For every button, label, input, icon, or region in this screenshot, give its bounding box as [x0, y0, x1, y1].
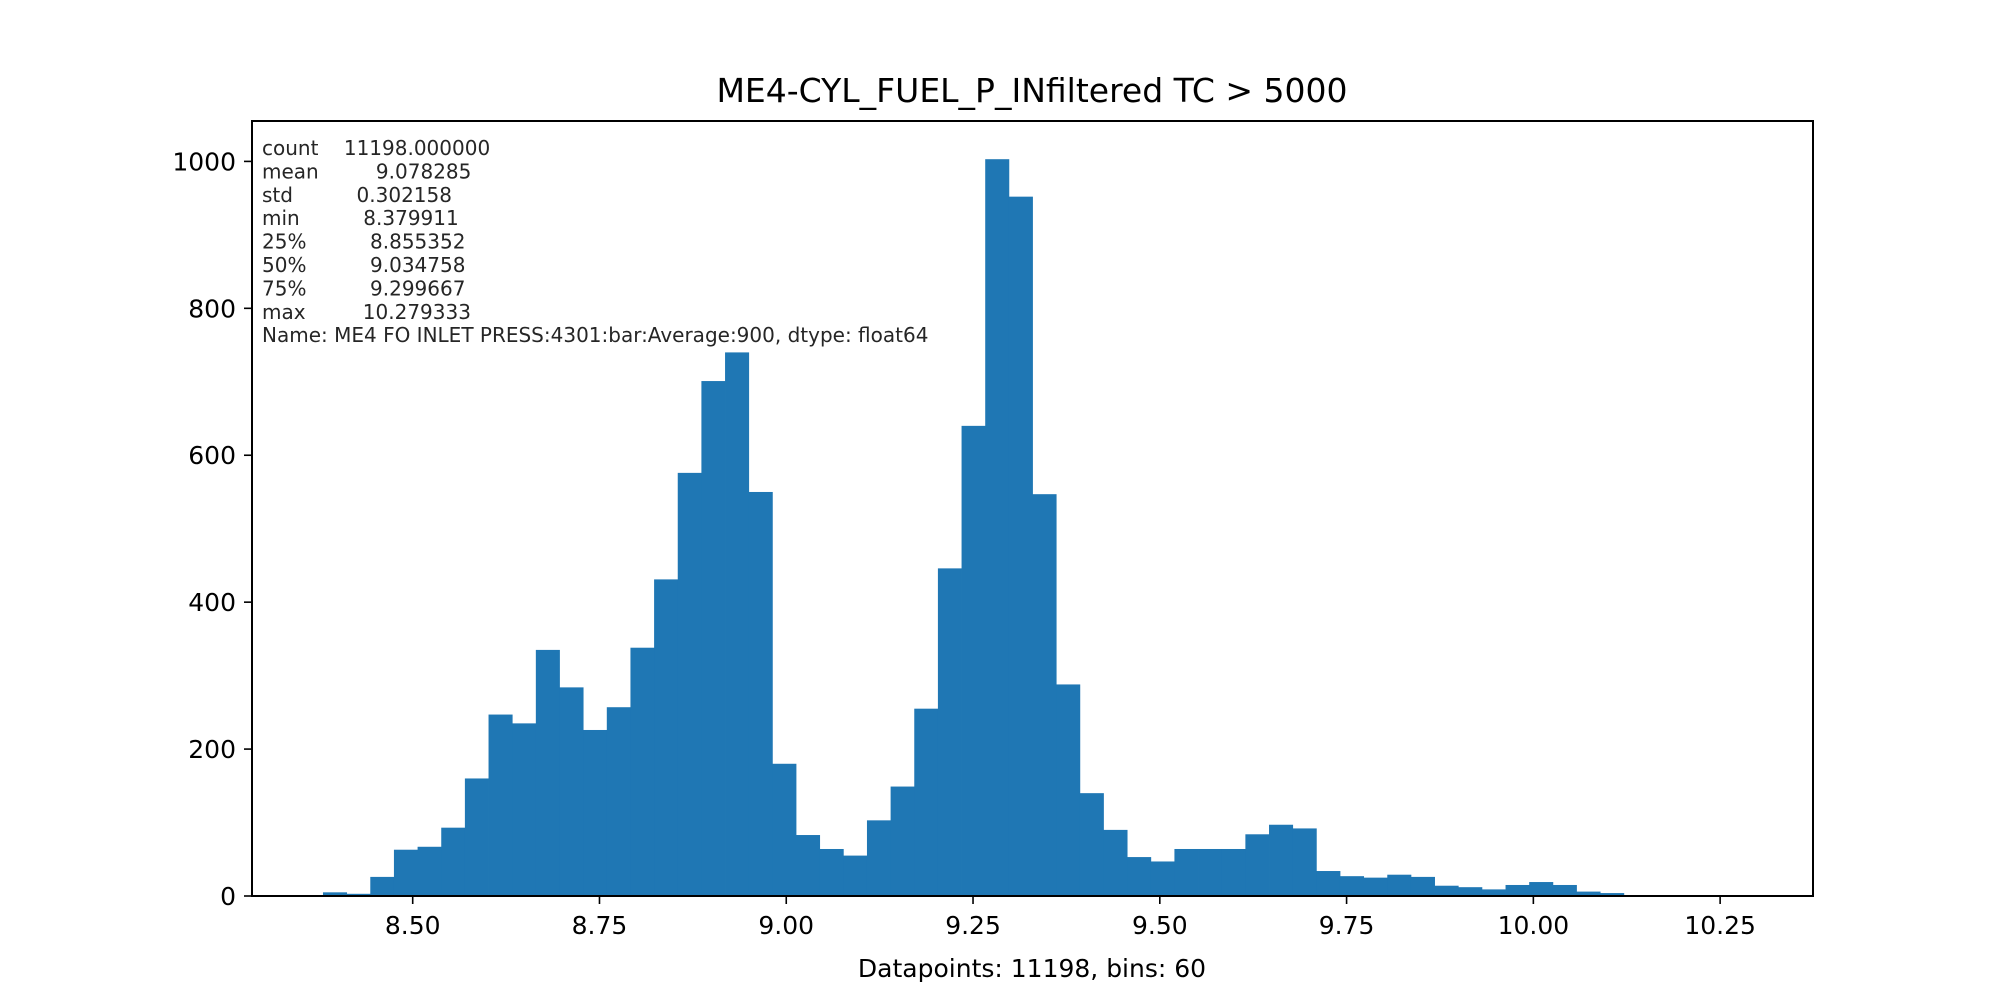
- x-tick-label: 9.75: [1319, 911, 1375, 940]
- stats-line: mean 9.078285: [262, 159, 471, 183]
- stats-line: min 8.379911: [262, 206, 459, 230]
- y-tick-label: 1000: [172, 147, 236, 176]
- histogram-bar: [1363, 877, 1388, 896]
- histogram-bar: [1576, 891, 1601, 896]
- histogram-bar: [843, 855, 868, 896]
- histogram-bar: [535, 649, 560, 896]
- y-tick-label: 800: [188, 294, 236, 323]
- histogram-bar: [866, 820, 892, 896]
- histogram-bar: [1434, 885, 1459, 896]
- histogram-bar: [322, 892, 348, 896]
- histogram-bar: [1481, 889, 1506, 896]
- histogram-bar: [370, 876, 395, 896]
- histogram-bar: [1410, 876, 1435, 896]
- histogram-bar: [1127, 857, 1152, 896]
- histogram-bar: [937, 568, 962, 896]
- histogram-bar: [1032, 494, 1057, 896]
- stats-line: 50% 9.034758: [262, 253, 465, 277]
- histogram-bar: [1552, 884, 1577, 896]
- histogram-bar: [346, 893, 371, 896]
- stats-line: 75% 9.299667: [262, 276, 465, 300]
- histogram-bar: [417, 846, 442, 896]
- histogram-bar: [654, 579, 679, 896]
- histogram-bar: [1245, 834, 1270, 896]
- stats-line: count 11198.000000: [262, 136, 490, 160]
- histogram-bar: [1056, 684, 1081, 896]
- x-axis-ticks: 8.50 8.75 9.00 9.25 9.50 9.75 10.00 10.25: [385, 896, 1756, 940]
- histogram-bar: [725, 352, 750, 896]
- histogram-bar: [677, 472, 702, 896]
- stats-line: Name: ME4 FO INLET PRESS:4301:bar:Averag…: [262, 323, 928, 347]
- y-tick-label: 400: [188, 588, 236, 617]
- stats-line: std 0.302158: [262, 183, 452, 207]
- x-tick-label: 8.50: [385, 911, 441, 940]
- y-tick-label: 600: [188, 441, 236, 470]
- histogram-bar: [1174, 848, 1199, 896]
- x-tick-label: 9.00: [758, 911, 814, 940]
- histogram-bar: [464, 778, 489, 896]
- y-axis-ticks: 0 200 400 600 800 1000: [172, 147, 252, 911]
- histogram-bar: [1505, 884, 1530, 896]
- histogram-bar: [1221, 848, 1246, 896]
- x-tick-label: 8.75: [572, 911, 628, 940]
- stats-line: max 10.279333: [262, 300, 471, 324]
- histogram-bar: [1458, 887, 1483, 896]
- histogram-bar: [630, 647, 655, 896]
- histogram-bar: [1339, 876, 1365, 896]
- histogram-bar: [606, 707, 631, 896]
- histogram-bar: [1316, 871, 1341, 896]
- histogram-bar: [1008, 196, 1033, 896]
- x-tick-label: 9.25: [945, 911, 1001, 940]
- histogram-bar: [441, 827, 466, 896]
- histogram-bar: [701, 381, 726, 896]
- histogram-bar: [1198, 848, 1223, 896]
- stats-line: 25% 8.855352: [262, 230, 465, 254]
- histogram-bar: [1079, 793, 1104, 896]
- histogram-bar: [393, 849, 418, 896]
- histogram-bar: [488, 714, 513, 896]
- x-axis-label: Datapoints: 11198, bins: 60: [858, 954, 1206, 983]
- bars-group: [322, 159, 1625, 896]
- histogram-bar: [1103, 829, 1128, 896]
- histogram-bar: [914, 708, 939, 896]
- chart-title: ME4-CYL_FUEL_P_INfiltered TC > 5000: [716, 71, 1347, 110]
- y-tick-label: 0: [220, 882, 236, 911]
- histogram-bar: [1600, 893, 1625, 896]
- histogram-bar: [961, 425, 986, 896]
- histogram-bar: [1529, 882, 1554, 896]
- histogram-bar: [819, 848, 844, 896]
- histogram-bar: [890, 786, 915, 896]
- x-tick-label: 10.00: [1498, 911, 1570, 940]
- histogram-bar: [583, 729, 608, 896]
- histogram-bar: [1292, 828, 1317, 896]
- histogram-bar: [1387, 874, 1412, 896]
- y-tick-label: 200: [188, 735, 236, 764]
- plot-frame: [251, 120, 1814, 897]
- histogram-bar: [796, 835, 821, 896]
- histogram-bar: [512, 723, 537, 896]
- histogram-bar: [772, 763, 797, 896]
- histogram-bar: [1150, 861, 1175, 896]
- histogram-bar: [1269, 824, 1294, 896]
- x-tick-label: 9.50: [1132, 911, 1188, 940]
- x-tick-label: 10.25: [1684, 911, 1756, 940]
- histogram-bar: [985, 159, 1010, 896]
- histogram-bar: [559, 687, 584, 896]
- histogram-bar: [748, 491, 773, 896]
